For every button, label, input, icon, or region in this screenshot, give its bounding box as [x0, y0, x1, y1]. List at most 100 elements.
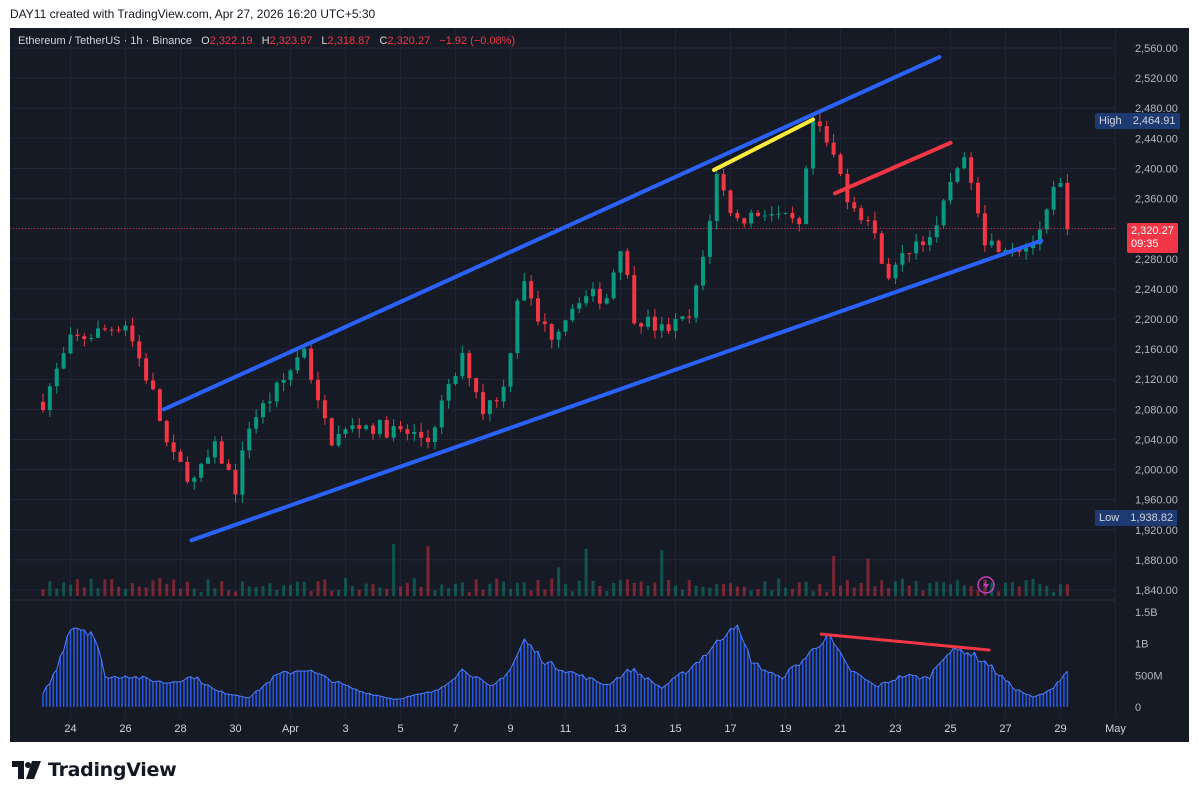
volume-bar — [254, 587, 258, 596]
candle-body — [927, 237, 932, 246]
volume-bar — [784, 587, 787, 596]
volume-bar — [488, 583, 492, 596]
volume-bar — [942, 582, 946, 596]
divergence-price[interactable] — [833, 140, 953, 196]
channel-lower[interactable] — [189, 238, 1044, 543]
candle-body — [240, 450, 245, 495]
candle-body — [838, 154, 843, 174]
volume-bar — [763, 581, 767, 596]
volume-bar — [151, 580, 155, 596]
candle-body — [529, 281, 534, 299]
candle-body — [652, 316, 657, 331]
candle-body — [515, 300, 520, 354]
price-tick-label: 2,520.00 — [1135, 73, 1178, 85]
candle-body — [570, 308, 575, 321]
volume-bar — [687, 580, 691, 596]
low-label: L — [321, 35, 328, 47]
candle-body — [233, 470, 238, 495]
price-tick-label: 2,120.00 — [1135, 374, 1178, 386]
high-value: 2,323.97 — [269, 35, 313, 47]
time-tick-label: 21 — [834, 723, 846, 735]
price-tick-label: 1,880.00 — [1135, 555, 1178, 567]
volume-bar — [735, 586, 739, 596]
candle-body — [96, 328, 100, 338]
time-tick-label: 26 — [119, 723, 131, 735]
symbol-legend: Ethereum / TetherUS · 1h · Binance O2,32… — [18, 35, 515, 47]
volume-bar — [89, 578, 93, 596]
volume-bar — [69, 584, 72, 596]
volume-bar — [426, 546, 430, 596]
volume-bar — [825, 591, 829, 596]
candle-body — [824, 126, 829, 143]
candle-body — [329, 418, 334, 446]
candle-body — [185, 461, 190, 482]
candle-body — [907, 253, 912, 255]
time-tick-label: Apr — [282, 723, 299, 735]
volume-bar — [564, 584, 567, 596]
volume-bar — [928, 583, 932, 596]
candle-body — [735, 213, 740, 219]
candle-body — [1044, 209, 1049, 230]
volume-bar — [261, 586, 265, 596]
volume-bar — [777, 578, 781, 596]
candle-body — [501, 386, 506, 402]
volume-tick-label: 0 — [1135, 702, 1141, 714]
highlight-line[interactable] — [712, 117, 815, 172]
candle-body — [309, 348, 314, 380]
candle-body — [453, 376, 458, 385]
last-price-tag: 2,320.27 09:35 — [1127, 223, 1178, 253]
volume-bar — [859, 583, 863, 596]
chart-area[interactable]: 2,560.00 2,520.00 2,480.00 2,440.00 2,400.00… — [10, 28, 1189, 742]
time-tick-label: May — [1105, 723, 1126, 735]
chart-canvas[interactable]: 2,560.00 2,520.00 2,480.00 2,440.00 2,400.00… — [10, 28, 1189, 742]
price-tick-label: 2,000.00 — [1135, 465, 1178, 477]
volume-bar — [350, 586, 354, 596]
volume-bar — [481, 589, 485, 596]
candle-body — [996, 240, 1001, 252]
tradingview-logo[interactable]: TradingView — [12, 759, 177, 781]
volume-bar — [962, 585, 966, 596]
candle-body — [639, 323, 644, 327]
time-tick-label: 9 — [507, 723, 513, 735]
high-label: H — [261, 35, 270, 47]
candle-body — [54, 368, 59, 387]
volume-bar — [240, 581, 244, 596]
volume-bar — [419, 586, 423, 596]
volume-tick-label: 500M — [1135, 670, 1163, 682]
candle-body — [274, 382, 279, 402]
price-tick-label: 2,040.00 — [1135, 434, 1178, 446]
time-tick-label: 30 — [229, 723, 241, 735]
candle-body — [962, 157, 967, 169]
volume-bar — [612, 583, 616, 596]
volume-bar — [866, 558, 870, 596]
chart-caption: DAY11 created with TradingView.com, Apr … — [10, 7, 376, 21]
price-tick-label: 2,360.00 — [1135, 194, 1178, 206]
candle-body — [178, 451, 183, 462]
volume-bar — [894, 581, 897, 596]
candle-body — [976, 182, 980, 214]
volume-bar — [990, 582, 994, 596]
candle-body — [102, 328, 107, 330]
volume-bar — [137, 586, 141, 596]
volume-bar — [570, 591, 574, 596]
candle-body — [604, 298, 609, 304]
candle-body — [934, 225, 939, 238]
candle-body — [941, 200, 946, 226]
volume-bar — [302, 581, 306, 596]
candle-body — [116, 329, 121, 331]
volume-bar — [914, 580, 918, 596]
candle-body — [611, 272, 616, 299]
volume-bar — [1045, 585, 1049, 596]
volume-bar — [708, 587, 712, 596]
channel-upper[interactable] — [162, 55, 942, 412]
volume-bar — [371, 584, 375, 596]
lightning-icon[interactable] — [977, 576, 995, 594]
time-tick-label: 28 — [174, 723, 186, 735]
volume-bar — [584, 548, 588, 596]
volume-bar — [96, 588, 100, 596]
time-tick-label: 19 — [779, 723, 791, 735]
divergence-oscillator[interactable] — [819, 632, 991, 652]
countdown-timer: 09:35 — [1131, 238, 1159, 250]
candle-body — [714, 174, 719, 221]
price-tick-label: 2,400.00 — [1135, 163, 1178, 175]
